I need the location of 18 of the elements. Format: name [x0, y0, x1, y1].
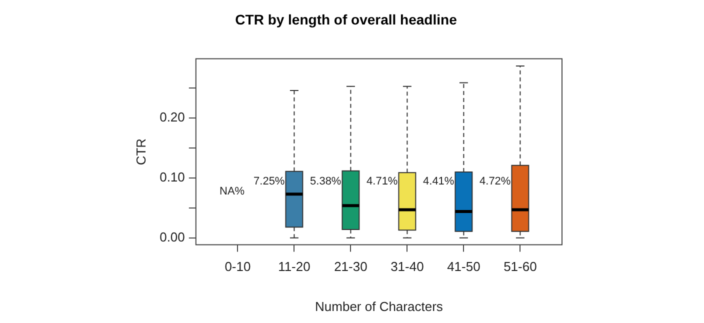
annotation: 4.41% — [423, 176, 454, 188]
x-tick-label: 51-60 — [504, 259, 537, 274]
x-tick-label: 0-10 — [224, 259, 251, 274]
x-tick-label: 31-40 — [390, 259, 424, 274]
x-tick-label: 21-30 — [334, 259, 368, 274]
annotation: 5.38% — [310, 176, 342, 188]
y-tick-label: 0.20 — [160, 110, 185, 125]
x-tick-label: 11-20 — [278, 259, 310, 274]
chart-title: CTR by length of overall headline — [235, 11, 458, 28]
y-tick-label: 0.10 — [160, 170, 185, 185]
x-axis-title: Number of Characters — [315, 298, 444, 314]
annotation: NA% — [220, 186, 245, 198]
y-axis-title: CTR — [133, 138, 148, 166]
y-tick-label: 0.00 — [160, 229, 185, 244]
annotation: 4.72% — [480, 176, 511, 188]
annotation: 7.25% — [254, 176, 285, 188]
annotation: 4.71% — [366, 176, 398, 188]
x-tick-label: 41-50 — [447, 259, 480, 274]
